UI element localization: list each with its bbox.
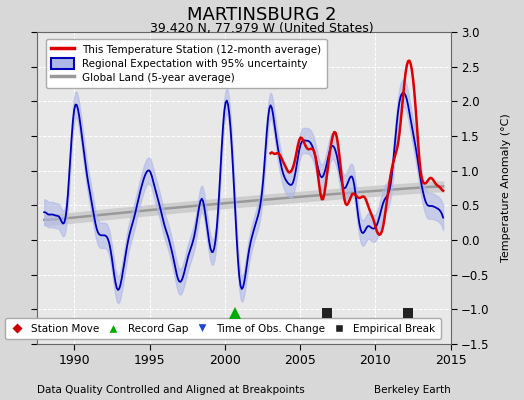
Text: Berkeley Earth: Berkeley Earth — [374, 384, 451, 394]
Text: 39.420 N, 77.979 W (United States): 39.420 N, 77.979 W (United States) — [150, 22, 374, 35]
Text: Data Quality Controlled and Aligned at Breakpoints: Data Quality Controlled and Aligned at B… — [37, 384, 304, 394]
Y-axis label: Temperature Anomaly (°C): Temperature Anomaly (°C) — [500, 114, 511, 262]
Text: MARTINSBURG 2: MARTINSBURG 2 — [187, 6, 337, 24]
Legend: Station Move, Record Gap, Time of Obs. Change, Empirical Break: Station Move, Record Gap, Time of Obs. C… — [5, 318, 441, 339]
